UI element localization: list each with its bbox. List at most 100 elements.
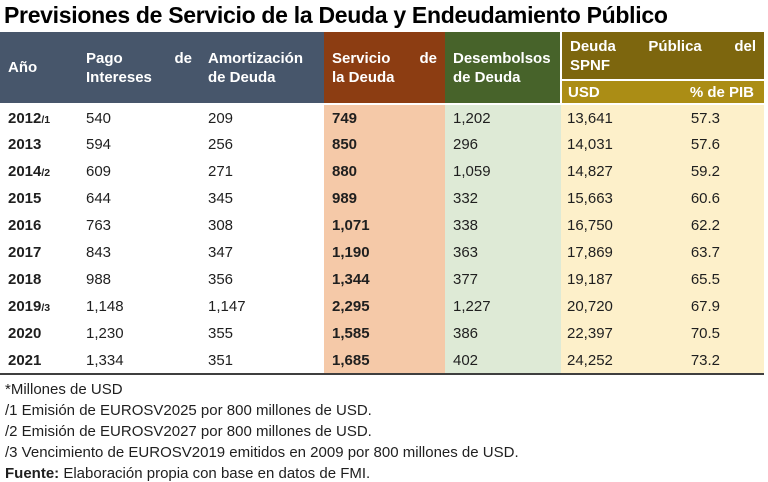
- cell-amortizacion: 355: [208, 325, 234, 342]
- cell-year: 2021: [8, 351, 42, 369]
- footnote-marker: /3: [41, 302, 51, 314]
- table-row: 2019/3 1,148 1,147 2,295 1,227 20,720 67…: [0, 293, 765, 320]
- cell-pago: 540: [78, 103, 200, 131]
- cell-pib: 59.2: [652, 158, 765, 185]
- cell-desembolsos: 386: [445, 320, 561, 347]
- cell-usd: 16,750: [561, 212, 652, 239]
- cell-usd: 14,031: [561, 131, 652, 158]
- cell-year: 2016: [8, 217, 42, 234]
- col-header-pct-pib: % de PIB: [652, 80, 765, 104]
- footnote-line: *Millones de USD: [5, 381, 123, 398]
- cell-amortizacion: 1,147: [208, 298, 246, 315]
- cell-desembolsos: 363: [445, 239, 561, 266]
- col-header-desembolsos: Desembolsos de Deuda: [445, 32, 562, 104]
- cell-year: 2018: [8, 271, 42, 288]
- cell-desembolsos: 338: [445, 212, 561, 239]
- cell-servicio: 880: [324, 158, 445, 185]
- cell-amortizacion: 351: [208, 351, 234, 369]
- cell-servicio: 989: [324, 185, 445, 212]
- cell-servicio: 1,071: [324, 212, 445, 239]
- footnote-marker: /2: [41, 167, 51, 179]
- table-row: 2018 988 356 1,344 377 19,187 65.5: [0, 266, 765, 293]
- cell-pago: 1,334: [86, 351, 124, 369]
- footnotes-block: *Millones de USD /1 Emisión de EUROSV202…: [0, 375, 768, 482]
- cell-pago: 1,230: [86, 325, 124, 342]
- cell-year: 2012/1: [0, 103, 78, 131]
- cell-year: 2013: [8, 136, 42, 153]
- cell-desembolsos: 332: [445, 185, 561, 212]
- cell-pago: 1,148: [86, 298, 124, 315]
- cell-pib: 57.6: [652, 131, 765, 158]
- cell-pib: 70.5: [652, 320, 765, 347]
- table-row: 2020 1,230 355 1,585 386 22,397 70.5: [0, 320, 765, 347]
- cell-usd: 15,663: [561, 185, 652, 212]
- cell-pib: 62.2: [652, 212, 765, 239]
- cell-servicio: 1,190: [324, 239, 445, 266]
- cell-servicio: 1,685: [324, 347, 445, 374]
- cell-pib: 67.9: [652, 293, 765, 320]
- source-line: Fuente: Elaboración propia con base en d…: [5, 463, 768, 482]
- cell-usd: 13,641: [561, 103, 652, 131]
- source-label: Fuente:: [5, 465, 60, 482]
- table-row: 2014/2 609 271 880 1,059 14,827 59.2: [0, 158, 765, 185]
- cell-usd: 17,869: [561, 239, 652, 266]
- page-title: Previsiones de Servicio de la Deuda y En…: [4, 2, 668, 28]
- cell-usd: 20,720: [561, 293, 652, 320]
- cell-pib: 65.5: [652, 266, 765, 293]
- cell-year: 2014/2: [8, 163, 51, 180]
- cell-servicio: 2,295: [324, 293, 445, 320]
- col-header-deuda-publica-spnf: Deuda Pública del SPNF: [561, 32, 765, 81]
- cell-desembolsos: 1,227: [445, 293, 561, 320]
- cell-year: 2019/3: [8, 298, 51, 315]
- cell-usd: 19,187: [561, 266, 652, 293]
- cell-amortizacion: 345: [208, 190, 234, 207]
- cell-pib: 73.2: [652, 347, 765, 374]
- cell-amortizacion: 356: [208, 271, 234, 288]
- cell-servicio: 1,585: [324, 320, 445, 347]
- cell-pago: 644: [86, 190, 112, 207]
- cell-servicio: 850: [324, 131, 445, 158]
- cell-pago: 988: [86, 271, 112, 288]
- cell-pib: 57.3: [652, 103, 765, 131]
- cell-amortizacion: 308: [208, 217, 234, 234]
- cell-desembolsos: 402: [445, 347, 561, 374]
- cell-pib: 63.7: [652, 239, 765, 266]
- col-header-amortizacion: Amortización de Deuda: [200, 32, 324, 104]
- cell-usd: 22,397: [561, 320, 652, 347]
- cell-pago: 594: [86, 136, 112, 153]
- cell-amortizacion: 347: [208, 244, 234, 261]
- cell-amortizacion: 271: [208, 163, 234, 180]
- table-row: 2016 763 308 1,071 338 16,750 62.2: [0, 212, 765, 239]
- source-text: Elaboración propia con base en datos de …: [63, 465, 371, 482]
- cell-pago: 609: [86, 163, 112, 180]
- col-header-servicio-deuda: Servicio de la Deuda: [324, 32, 445, 104]
- cell-desembolsos: 296: [445, 131, 561, 158]
- col-header-pago-intereses: Pago de Intereses: [78, 32, 200, 104]
- cell-servicio: 749: [324, 103, 445, 131]
- table-row: 2021 1,334 351 1,685 402 24,252 73.2: [0, 347, 765, 374]
- cell-pago: 763: [86, 217, 112, 234]
- footnote-line: /1 Emisión de EUROSV2025 por 800 millone…: [5, 402, 372, 419]
- cell-amortizacion: 256: [208, 136, 234, 153]
- cell-year: 2017: [8, 244, 42, 261]
- footnote-line: /3 Vencimiento de EUROSV2019 emitidos en…: [5, 444, 519, 461]
- cell-desembolsos: 1,059: [445, 158, 561, 185]
- col-header-usd: USD: [561, 80, 652, 104]
- table-row: 2012/1 540 209 749 1,202 13,641 57.3: [0, 103, 765, 131]
- table-row: 2017 843 347 1,190 363 17,869 63.7: [0, 239, 765, 266]
- footnote-line: /2 Emisión de EUROSV2027 por 800 millone…: [5, 423, 372, 440]
- cell-desembolsos: 1,202: [445, 103, 561, 131]
- col-header-ano: Año: [0, 32, 78, 104]
- cell-servicio: 1,344: [324, 266, 445, 293]
- cell-year: 2015: [8, 190, 42, 207]
- table-row: 2015 644 345 989 332 15,663 60.6: [0, 185, 765, 212]
- cell-usd: 14,827: [561, 158, 652, 185]
- cell-desembolsos: 377: [445, 266, 561, 293]
- cell-amortizacion: 209: [200, 103, 324, 131]
- cell-pago: 843: [86, 244, 112, 261]
- table-row: 2013 594 256 850 296 14,031 57.6: [0, 131, 765, 158]
- cell-year: 2020: [8, 325, 42, 342]
- cell-pib: 60.6: [652, 185, 765, 212]
- footnote-marker: /1: [41, 113, 51, 126]
- cell-usd: 24,252: [561, 347, 652, 374]
